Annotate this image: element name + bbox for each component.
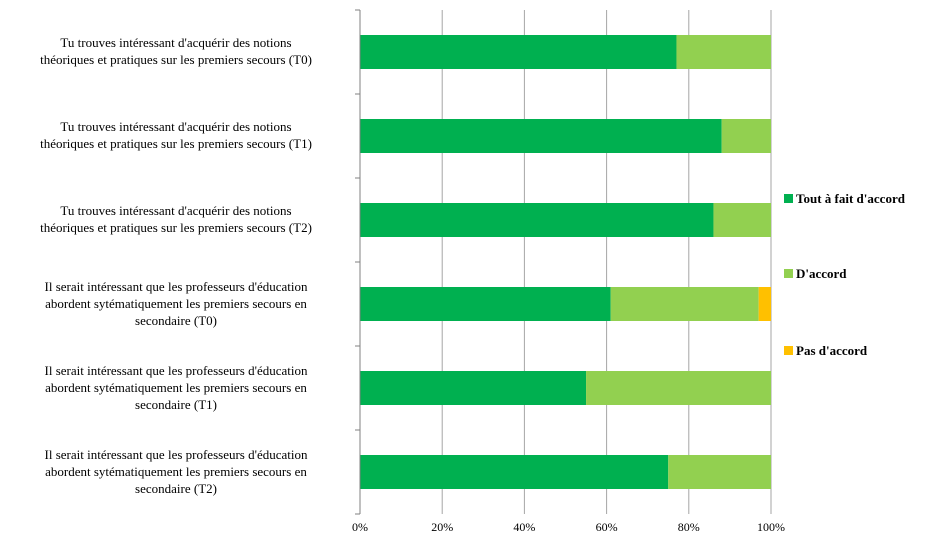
y-axis-ticks xyxy=(355,9,360,515)
x-tick-label: 100% xyxy=(757,520,785,534)
bar-segment xyxy=(610,287,759,321)
category-label: Il serait intéressant que les professeur… xyxy=(44,446,308,496)
bar-segment xyxy=(676,35,771,69)
bar-segment xyxy=(758,287,771,321)
x-axis-tick-labels: 0% 20% 40% 60% 80% 100% xyxy=(352,520,785,534)
bars xyxy=(360,35,771,489)
bar-segment xyxy=(721,119,771,153)
x-tick-label: 60% xyxy=(596,520,618,534)
category-label: Tu trouves intéressant d'acquérir des no… xyxy=(40,35,312,67)
x-tick-label: 20% xyxy=(431,520,453,534)
legend-label: Tout à fait d'accord xyxy=(796,191,905,206)
legend-swatch xyxy=(784,269,793,278)
category-label: Tu trouves intéressant d'acquérir des no… xyxy=(40,119,312,151)
category-label: Tu trouves intéressant d'acquérir des no… xyxy=(40,203,312,235)
legend-item: Tout à fait d'accord xyxy=(784,191,905,207)
legend-swatch xyxy=(784,194,793,203)
bar-segment xyxy=(713,203,771,237)
x-tick-label: 0% xyxy=(352,520,368,534)
bar-segment xyxy=(360,287,611,321)
bar-segment xyxy=(360,455,669,489)
category-label: Il serait intéressant que les professeur… xyxy=(44,362,308,412)
bar-segment xyxy=(360,119,722,153)
category-label: Il serait intéressant que les professeur… xyxy=(44,278,308,328)
bar-segment xyxy=(586,371,771,405)
bar-segment xyxy=(360,371,587,405)
x-tick-label: 80% xyxy=(678,520,700,534)
bar-segment xyxy=(360,35,677,69)
legend-item: D'accord xyxy=(784,266,847,282)
bar-segment xyxy=(668,455,771,489)
gridlines xyxy=(441,10,772,514)
x-tick-label: 40% xyxy=(513,520,535,534)
legend-label: Pas d'accord xyxy=(796,343,868,358)
bar-segment xyxy=(360,203,714,237)
legend-swatch xyxy=(784,346,793,355)
legend-item: Pas d'accord xyxy=(784,343,867,359)
legend-label: D'accord xyxy=(796,266,847,281)
